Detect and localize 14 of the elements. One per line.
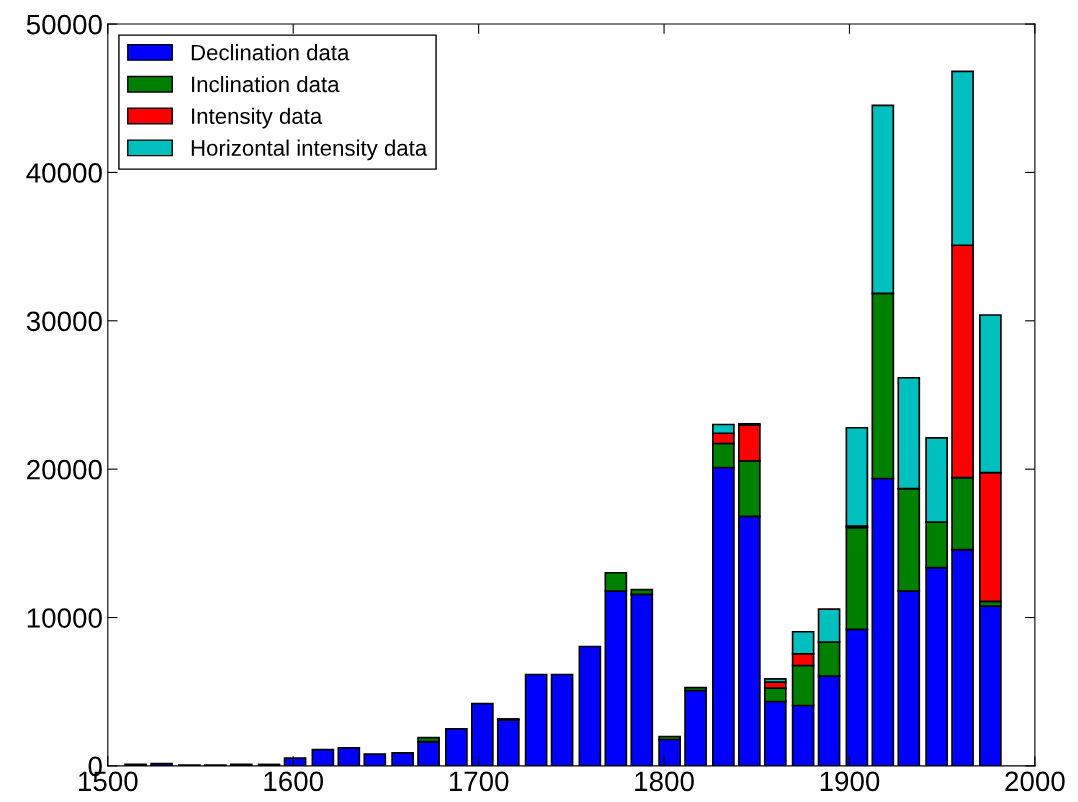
x-tick-label: 2000 <box>1005 771 1065 792</box>
legend-label: Intensity data <box>192 107 323 129</box>
legend-label: Inclination data <box>192 75 340 93</box>
y-tick-label: 30000 <box>26 311 102 332</box>
legend-label: Declination data <box>191 44 350 61</box>
y-tick-label: 10000 <box>27 608 102 628</box>
y-tick-label: 50000 <box>26 14 102 35</box>
y-tick-label: 40000 <box>26 163 102 183</box>
x-tick-label: 1800 <box>635 771 694 792</box>
x-tick-label: 1600 <box>264 771 324 792</box>
x-tick-label: 1900 <box>820 771 880 792</box>
legend-label: Horizontal intensity data <box>191 139 428 161</box>
x-tick-label: 1700 <box>449 771 509 792</box>
y-tick-label: 20000 <box>27 459 102 480</box>
